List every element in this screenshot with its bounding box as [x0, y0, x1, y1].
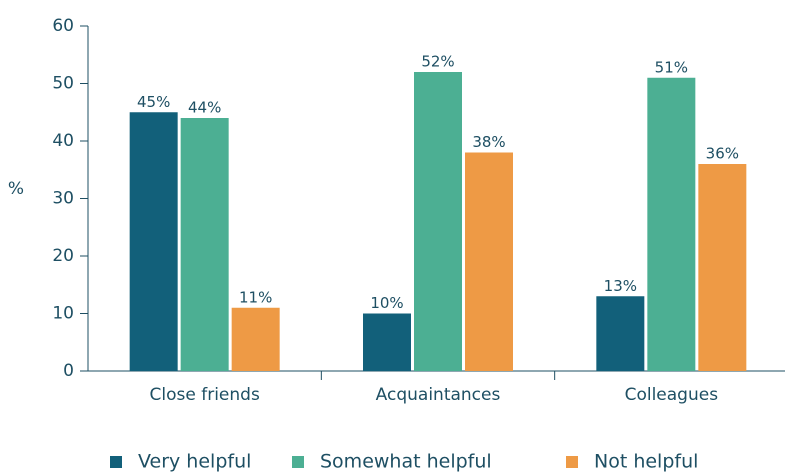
bar	[231, 307, 280, 371]
y-tick-label: 10	[52, 304, 74, 324]
value-label: 51%	[655, 58, 688, 76]
value-label: 13%	[604, 277, 637, 295]
legend-label: Somewhat helpful	[320, 451, 492, 473]
legend-swatch	[566, 456, 578, 468]
bar	[596, 296, 645, 371]
legend-swatch	[292, 456, 304, 468]
value-label: 38%	[472, 133, 505, 151]
legend-label: Very helpful	[138, 451, 251, 473]
y-tick-label: 0	[63, 361, 74, 381]
bar	[180, 118, 229, 371]
value-label: 36%	[706, 145, 739, 163]
y-tick-label: 20	[52, 246, 74, 266]
y-tick-label: 30	[52, 189, 74, 209]
bar	[465, 152, 513, 371]
legend-swatch	[110, 456, 122, 468]
y-tick-label: 50	[52, 74, 74, 94]
bar	[647, 77, 696, 371]
value-label: 10%	[370, 294, 403, 312]
y-tick-label: 40	[52, 131, 74, 151]
bar	[129, 112, 178, 371]
x-tick-label: Colleagues	[625, 385, 719, 405]
bar	[698, 164, 747, 371]
value-label: 11%	[239, 288, 272, 306]
y-tick-label: 60	[52, 16, 74, 36]
value-label: 44%	[188, 99, 221, 117]
x-tick-label: Acquaintances	[376, 385, 501, 405]
legend-label: Not helpful	[594, 451, 698, 473]
value-label: 52%	[421, 53, 454, 71]
y-axis-label: %	[8, 179, 24, 199]
bar	[414, 72, 462, 371]
x-tick-label: Close friends	[150, 385, 260, 405]
value-label: 45%	[137, 93, 170, 111]
bar	[363, 313, 411, 371]
